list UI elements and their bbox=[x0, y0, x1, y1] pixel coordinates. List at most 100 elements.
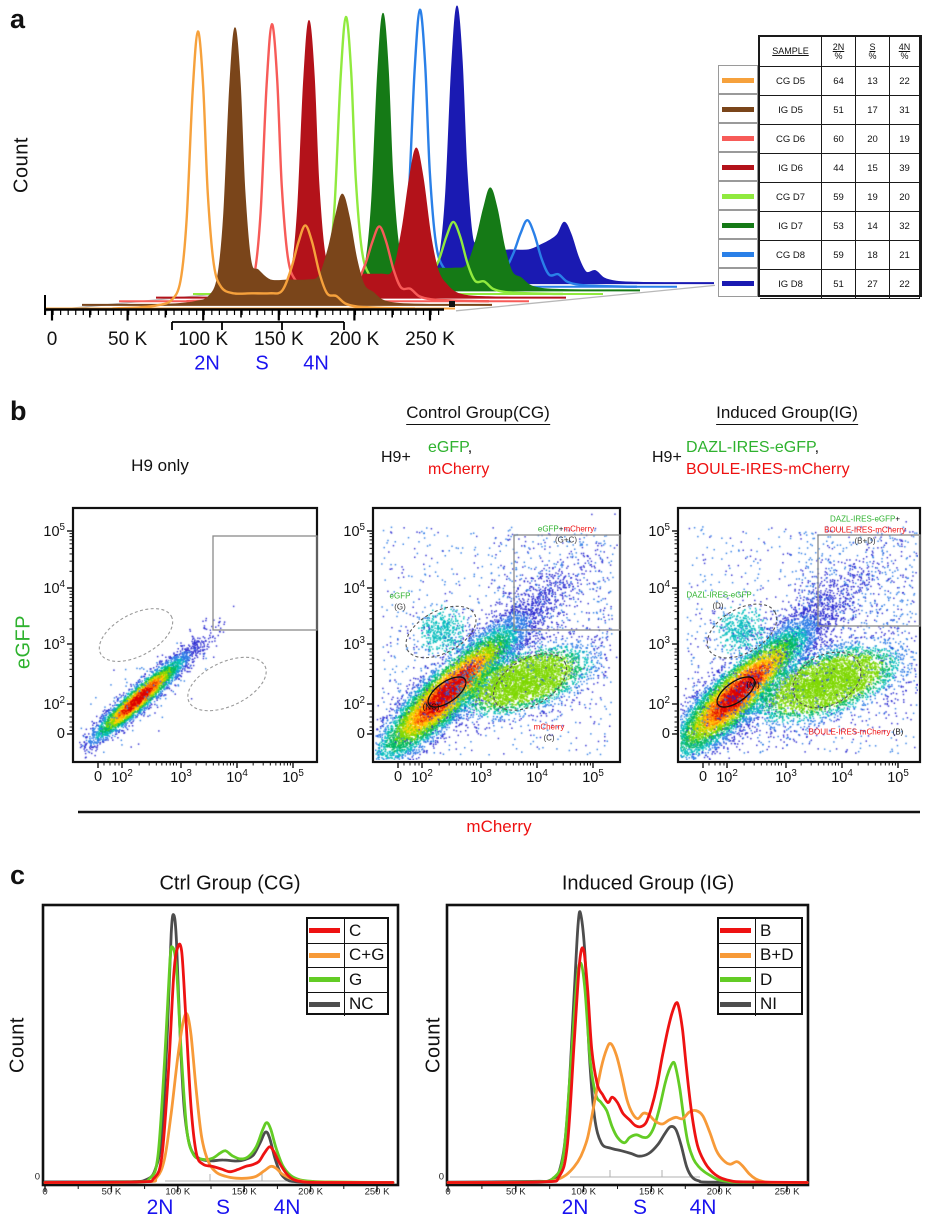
y-tick-label: 103 bbox=[648, 635, 670, 653]
panel-a-x-tick-label: 250 K bbox=[405, 329, 455, 350]
table-cell-4n: 32 bbox=[890, 212, 920, 241]
y-tick-label: 103 bbox=[43, 635, 65, 653]
gate-label-c-sub: (C) bbox=[543, 733, 555, 743]
histogram-series-ig-d8 bbox=[304, 5, 714, 285]
legend-label: B+D bbox=[760, 945, 794, 965]
table-header-2n: 2N% bbox=[822, 37, 856, 67]
legend-swatch bbox=[719, 943, 756, 967]
histogram-curve bbox=[148, 27, 453, 306]
y-tick-label: 105 bbox=[343, 522, 365, 540]
legend-row: C+G bbox=[308, 943, 387, 968]
panel-c-x-tick-label: 150 K bbox=[231, 1186, 257, 1198]
legend-row: B bbox=[719, 919, 801, 944]
x-tick-label: 104 bbox=[526, 768, 548, 786]
table-header-4n: 4N% bbox=[890, 37, 920, 67]
subtitle-ig-boule: BOULE-IRES-mCherry bbox=[686, 461, 850, 478]
gate-label-b-part: (B) bbox=[890, 727, 904, 737]
table-cell-sample: IG D8 bbox=[760, 270, 822, 299]
histogram-series-ig-d6 bbox=[156, 20, 566, 299]
table-cell-2n: 51 bbox=[822, 270, 856, 299]
legend-swatch bbox=[308, 943, 345, 967]
table-cell-sample: CG D6 bbox=[760, 125, 822, 154]
y-tick-label: 104 bbox=[343, 579, 365, 597]
table-cell-2n: 64 bbox=[822, 67, 856, 96]
histogram-series-ig-d5 bbox=[82, 27, 492, 306]
panel-a-phase-label: S bbox=[255, 352, 269, 375]
gate-label-g: eGFP bbox=[389, 591, 411, 601]
table-cell-4n: 19 bbox=[890, 125, 920, 154]
panel-a-x-tick-label: 100 K bbox=[178, 329, 229, 350]
panel-c-x-tick-label: 100 K bbox=[165, 1186, 191, 1198]
y-tick-label: 104 bbox=[648, 579, 670, 597]
panel-b-xlabel-mcherry: mCherry bbox=[466, 817, 532, 836]
legend-swatch bbox=[308, 919, 345, 943]
x-tick-label: 103 bbox=[470, 768, 492, 786]
panel-c-x-tick-label: 50 K bbox=[506, 1186, 526, 1198]
subtitle-cg-constructs-line1: eGFP, bbox=[428, 439, 472, 457]
legend-label: G bbox=[349, 969, 363, 989]
gate-label-bd-line1-part: + bbox=[895, 514, 901, 524]
panel-c-phase-label: S bbox=[632, 1196, 648, 1219]
table-cell-s: 14 bbox=[856, 212, 890, 241]
histogram-curve bbox=[334, 8, 637, 288]
sample-color-swatch bbox=[718, 239, 758, 268]
histogram-series-cg-d7 bbox=[193, 15, 603, 296]
gate-label-gc-part: eGFP bbox=[537, 524, 559, 534]
gate-label-c: mCherry bbox=[533, 722, 565, 732]
panel-c-x-tick-label: 100 K bbox=[571, 1186, 597, 1198]
panel-c-phase-label: S bbox=[215, 1196, 231, 1219]
gate-label-d: DAZL-IRES-eGFP bbox=[686, 590, 752, 600]
x-tick-label: 105 bbox=[582, 768, 604, 786]
x-tick-label: 105 bbox=[887, 768, 909, 786]
panel-c-x-tick-label: 200 K bbox=[706, 1186, 732, 1198]
x-tick-label: 104 bbox=[831, 768, 853, 786]
legend-swatch bbox=[308, 992, 345, 1016]
x-tick-label: 102 bbox=[411, 768, 433, 786]
legend-row: C bbox=[308, 919, 387, 944]
table-cell-2n: 60 bbox=[822, 125, 856, 154]
panel-c-left-title: Ctrl Group (CG) bbox=[159, 872, 301, 895]
scatter-plot-control-group bbox=[375, 510, 618, 760]
panel-c-x-tick-label: 0 bbox=[445, 1186, 451, 1198]
gate-label-g-sub: (G) bbox=[394, 602, 406, 612]
subtitle-h9-plus-cg: H9+ bbox=[381, 449, 411, 466]
panel-c-phase-label: 2N bbox=[561, 1196, 589, 1219]
sample-color-swatch bbox=[718, 123, 758, 152]
legend-swatch bbox=[308, 968, 345, 992]
table-cell-2n: 59 bbox=[822, 183, 856, 212]
axis-end-marker bbox=[449, 301, 455, 307]
scatter-plot-induced-group bbox=[680, 510, 918, 760]
panel-a-x-tick-label: 0 bbox=[46, 329, 58, 350]
x-tick-label: 105 bbox=[282, 768, 304, 786]
legend-swatch bbox=[719, 968, 756, 992]
subtitle-ig-dazl: DAZL-IRES-eGFP bbox=[686, 439, 815, 456]
legend-row: NI bbox=[719, 992, 801, 1016]
legend-row: G bbox=[308, 968, 387, 993]
x-tick-label: 103 bbox=[775, 768, 797, 786]
legend-label: NI bbox=[760, 994, 777, 1014]
table-cell-s: 27 bbox=[856, 270, 890, 299]
gate-label-bd-sub: (B+D) bbox=[854, 536, 876, 546]
plot-title-induced-group: Induced Group(IG) bbox=[716, 403, 858, 425]
x-tick-label: 0 bbox=[93, 769, 103, 785]
plot-title-h9-only: H9 only bbox=[131, 456, 189, 475]
table-header-s: S% bbox=[856, 37, 890, 67]
curve-bplusd bbox=[446, 1042, 809, 1184]
sample-color-swatch bbox=[718, 152, 758, 181]
table-cell-4n: 31 bbox=[890, 96, 920, 125]
subtitle-h9-plus-ig: H9+ bbox=[652, 449, 682, 466]
y-tick-label: 105 bbox=[648, 522, 670, 540]
panel-a-letter: a bbox=[10, 4, 26, 34]
table-cell-2n: 51 bbox=[822, 96, 856, 125]
table-cell-sample: IG D5 bbox=[760, 96, 822, 125]
y-tick-label: 0 bbox=[56, 726, 65, 742]
histogram-curve bbox=[186, 23, 489, 303]
table-cell-sample: CG D8 bbox=[760, 241, 822, 270]
histogram-curve bbox=[296, 12, 601, 291]
gate-label-ni: (NI) bbox=[746, 680, 760, 690]
legend-label: D bbox=[760, 969, 773, 989]
cascade-floor-left-edge bbox=[44, 284, 305, 312]
panel-a-ylabel: Count bbox=[10, 137, 33, 193]
panel-b-letter: b bbox=[10, 396, 27, 426]
